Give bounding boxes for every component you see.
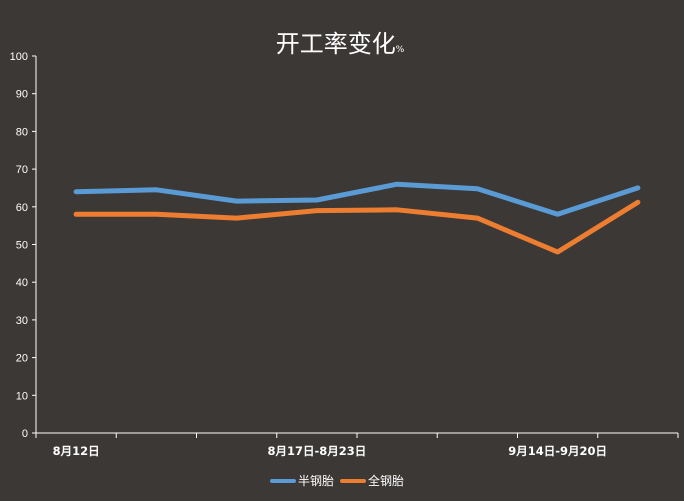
series-1-point	[557, 213, 559, 215]
series-2-point	[476, 217, 478, 219]
legend-label-2: 全钢胎	[368, 473, 404, 488]
series-2-point	[236, 217, 238, 219]
series-line-2	[73, 199, 641, 255]
series-lines	[73, 181, 641, 255]
y-tick-label: 40	[16, 277, 28, 289]
y-tick-label: 80	[16, 126, 28, 138]
series-1-point	[236, 200, 238, 202]
y-axis-ticks: 0 10 20 30 40 50 60 70 80 90 100	[10, 51, 36, 440]
y-tick-label: 90	[16, 89, 28, 101]
series-line-1	[73, 181, 641, 217]
series-1-point	[396, 183, 398, 185]
x-axis-ticks: 8月12日 8月17日-8月23日 9月14日-9月20日	[35, 433, 679, 458]
series-2-point	[75, 213, 77, 215]
y-tick-label: 0	[22, 428, 28, 440]
series-2-point	[557, 251, 559, 253]
y-tick-label: 100	[10, 51, 28, 63]
series-1-point	[75, 191, 77, 193]
y-tick-label: 30	[16, 315, 28, 327]
series-2-point	[316, 210, 318, 212]
chart-title-text: 开工率变化	[276, 30, 396, 58]
series-1-point	[316, 199, 318, 201]
y-tick-label: 50	[16, 240, 28, 252]
legend-label-1: 半钢胎	[298, 474, 334, 488]
x-tick-label: 8月17日-8月23日	[267, 444, 366, 458]
series-1-point	[476, 188, 478, 190]
y-tick-label: 10	[16, 390, 28, 402]
y-tick-label: 60	[16, 202, 28, 214]
chart-title-unit: %	[396, 45, 405, 55]
y-tick-label: 20	[16, 353, 28, 365]
series-2-point	[155, 213, 157, 215]
series-2-point	[396, 209, 398, 211]
x-tick-label: 8月12日	[53, 444, 100, 458]
series-1-point	[155, 189, 157, 191]
series-1-point	[637, 187, 639, 189]
legend: 半钢胎 全钢胎	[270, 473, 404, 488]
chart-title: 开工率变化%	[276, 30, 405, 58]
x-tick-label: 9月14日-9月20日	[508, 444, 607, 458]
y-tick-label: 70	[16, 164, 28, 176]
series-2-point	[637, 201, 639, 203]
